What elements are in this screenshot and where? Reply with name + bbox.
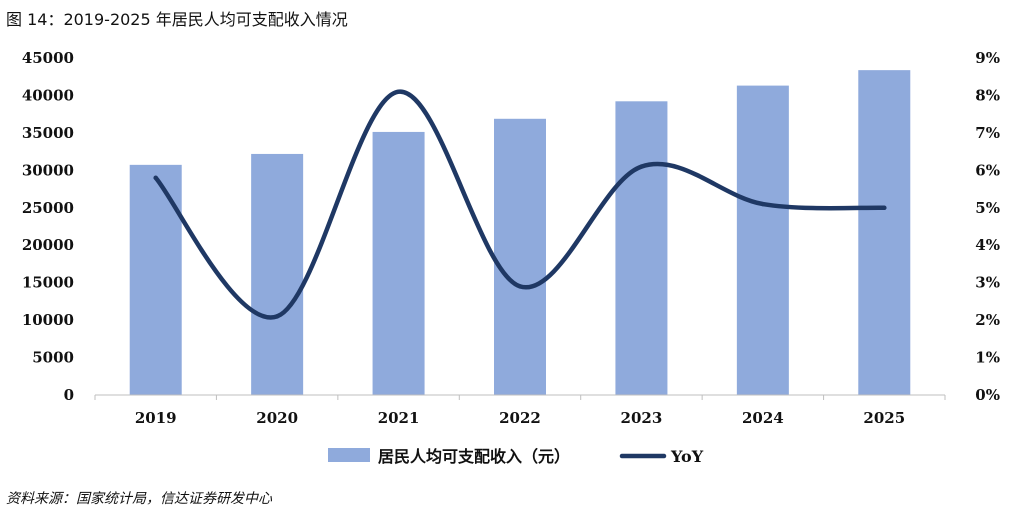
legend-label-income: 居民人均可支配收入（元） [378,447,570,466]
yoy-point-2022 [517,284,523,289]
y-right-tick-label: 5% [975,199,1000,217]
y-right-tick-label: 0% [975,386,1000,404]
x-tick-label-2021: 2021 [378,409,420,427]
yoy-point-2025 [882,205,887,210]
yoy-point-2023 [639,164,644,169]
y-right-tick-label: 7% [975,124,1000,142]
yoy-point-2020 [274,314,280,319]
bar-2024 [736,85,789,395]
bar-2025 [858,70,911,395]
bar-2019 [129,164,182,395]
y-right-tick-label: 1% [975,349,1000,367]
y-left-tick-label: 5000 [32,349,74,367]
y-left-tick-label: 35000 [22,124,74,142]
y-right-tick-label: 2% [975,311,1000,329]
x-tick-label-2025: 2025 [863,409,905,427]
y-left-tick-label: 0 [64,386,74,404]
y-left-tick-label: 15000 [22,274,74,292]
legend-label-yoy: YoY [670,447,704,466]
y-right-tick-label: 6% [975,161,1000,179]
y-right-tick-label: 9% [975,49,1000,67]
yoy-point-2024 [760,201,766,207]
y-left-tick-label: 25000 [22,199,74,217]
figure-title: 图 14：2019-2025 年居民人均可支配收入情况 [6,10,348,29]
chart-svg: 2019 2020 2021 2022 2023 2024 2025 0 5000 10000 15… [22,49,1000,466]
legend-swatch-income [328,448,370,462]
bar-2021 [372,131,425,396]
bar-2023 [615,101,668,396]
bar-2022 [494,118,546,396]
y-left-tick-label: 45000 [22,49,74,67]
y-left-tick-label: 40000 [22,86,74,104]
yoy-point-2019 [153,175,158,181]
x-tick-label-2023: 2023 [621,409,663,427]
y-left-tick-label: 10000 [22,311,74,329]
x-tick-label-2019: 2019 [135,409,177,427]
y-right-tick-label: 4% [975,236,1000,254]
y-left-tick-label: 30000 [22,161,74,179]
x-tick-label-2020: 2020 [256,409,298,427]
y-right-tick-label: 3% [975,274,1000,292]
y-right-tick-label: 8% [975,86,1000,104]
bar-2020 [251,153,304,395]
x-tick-label-2024: 2024 [742,409,784,427]
chart: 2019 2020 2021 2022 2023 2024 2025 0 5000 10000 15… [0,30,1017,482]
x-tick-label-2022: 2022 [499,409,541,427]
source-note: 资料来源：国家统计局，信达证券研发中心 [6,491,272,507]
y-left-tick-label: 20000 [22,236,74,254]
yoy-point-2021 [396,89,401,94]
